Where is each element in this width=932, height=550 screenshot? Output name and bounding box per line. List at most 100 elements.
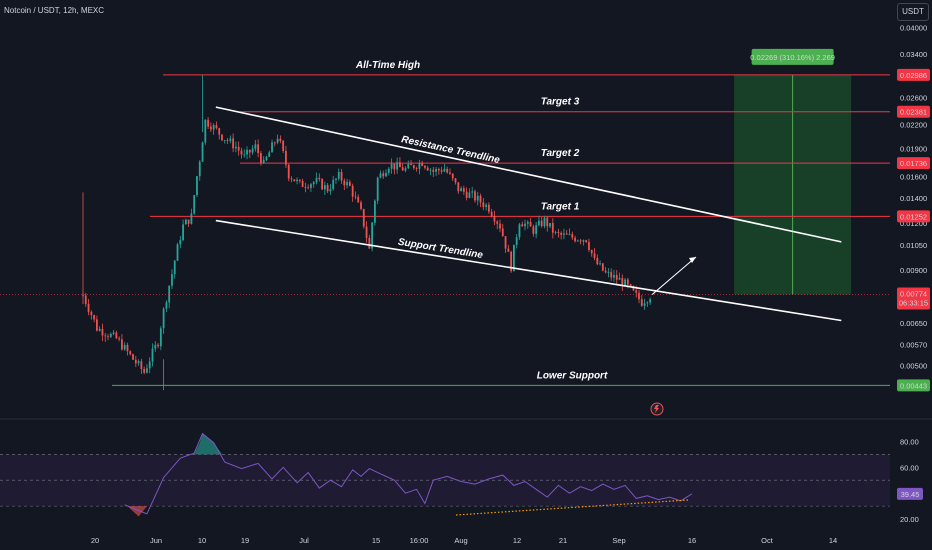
projection-label-box <box>751 48 834 65</box>
candle <box>571 234 574 238</box>
candle <box>157 344 159 347</box>
candle <box>271 142 273 153</box>
time-axis-tick: Oct <box>761 536 774 545</box>
candle <box>235 146 237 149</box>
candle <box>554 231 557 233</box>
candle <box>101 328 104 336</box>
price-axis-tick: 0.00650 <box>900 319 927 328</box>
candle <box>576 240 579 242</box>
candle <box>140 361 143 369</box>
candle <box>251 148 254 153</box>
candle <box>446 168 449 173</box>
candle <box>585 240 588 243</box>
price-axis-tick: 0.01200 <box>900 219 927 228</box>
time-axis-tick: Jul <box>299 536 309 545</box>
candle <box>329 189 332 192</box>
candle <box>493 216 496 222</box>
candle <box>293 179 296 182</box>
candle <box>474 191 476 201</box>
candle <box>148 361 151 369</box>
candle <box>165 302 168 309</box>
candle <box>588 242 590 250</box>
level-price-tag <box>897 105 930 118</box>
candle <box>346 181 348 186</box>
candle <box>599 263 601 265</box>
candle <box>118 338 121 340</box>
candle <box>621 277 624 286</box>
candle <box>168 285 171 303</box>
candle <box>618 277 621 280</box>
candle <box>646 302 649 304</box>
candle <box>115 332 118 339</box>
time-axis-tick: 10 <box>198 536 206 545</box>
candle <box>134 359 137 364</box>
candle <box>457 182 460 192</box>
candle <box>535 225 538 234</box>
candle <box>126 344 129 352</box>
candle <box>368 237 371 249</box>
candle <box>532 226 535 234</box>
candle <box>579 240 582 242</box>
time-axis-tick: 16 <box>688 536 696 545</box>
candle <box>262 159 265 163</box>
rsi-axis-tick: 20.00 <box>900 515 919 524</box>
candle <box>407 163 410 169</box>
candle <box>371 222 374 249</box>
candle <box>615 274 618 280</box>
projection-arrow <box>651 256 697 295</box>
price-axis-tick: 0.01600 <box>900 172 927 181</box>
candle <box>179 240 182 245</box>
candle <box>184 219 187 225</box>
candle <box>226 140 229 141</box>
candle <box>563 233 565 235</box>
candle <box>518 224 521 238</box>
candle <box>387 168 390 173</box>
level-label: Lower Support <box>537 370 608 381</box>
candle <box>546 217 549 227</box>
candle <box>260 153 262 163</box>
price-axis-tick: 0.01400 <box>900 194 927 203</box>
candle <box>243 154 246 156</box>
candle <box>209 126 212 130</box>
candle <box>187 219 190 224</box>
candle <box>182 224 184 241</box>
candle <box>87 303 90 312</box>
candle <box>549 223 551 227</box>
currency-button[interactable]: USDT <box>897 3 929 21</box>
candle <box>471 191 474 193</box>
candle <box>513 244 515 272</box>
candle <box>426 167 429 171</box>
candle <box>574 237 576 242</box>
price-axis-tick: 0.01050 <box>900 241 927 250</box>
candle <box>173 260 176 275</box>
candle <box>229 138 232 141</box>
level-price-tag <box>897 157 930 170</box>
candle <box>543 217 546 227</box>
level-price-tag <box>897 68 930 81</box>
time-axis-tick: 14 <box>829 536 837 545</box>
candle <box>104 335 107 337</box>
candle <box>613 274 615 278</box>
candle <box>254 144 257 149</box>
candle <box>404 168 407 171</box>
candle <box>376 177 379 201</box>
candle <box>515 237 518 245</box>
candle <box>109 333 112 338</box>
candle <box>246 149 248 155</box>
level-label: Target 2 <box>541 148 580 159</box>
candle <box>496 221 499 224</box>
price-axis-tick: 0.04000 <box>900 23 927 32</box>
candle <box>435 169 437 172</box>
candle <box>332 179 335 190</box>
level-price-label: 0.02986 <box>900 71 927 80</box>
candle <box>379 173 382 178</box>
candle <box>421 162 424 166</box>
candle <box>237 146 240 151</box>
candle <box>524 223 526 227</box>
candle <box>298 179 301 181</box>
candle <box>437 169 440 171</box>
rsi-line <box>124 432 693 515</box>
price-axis-tick: 0.01900 <box>900 144 927 153</box>
candle <box>151 348 154 362</box>
